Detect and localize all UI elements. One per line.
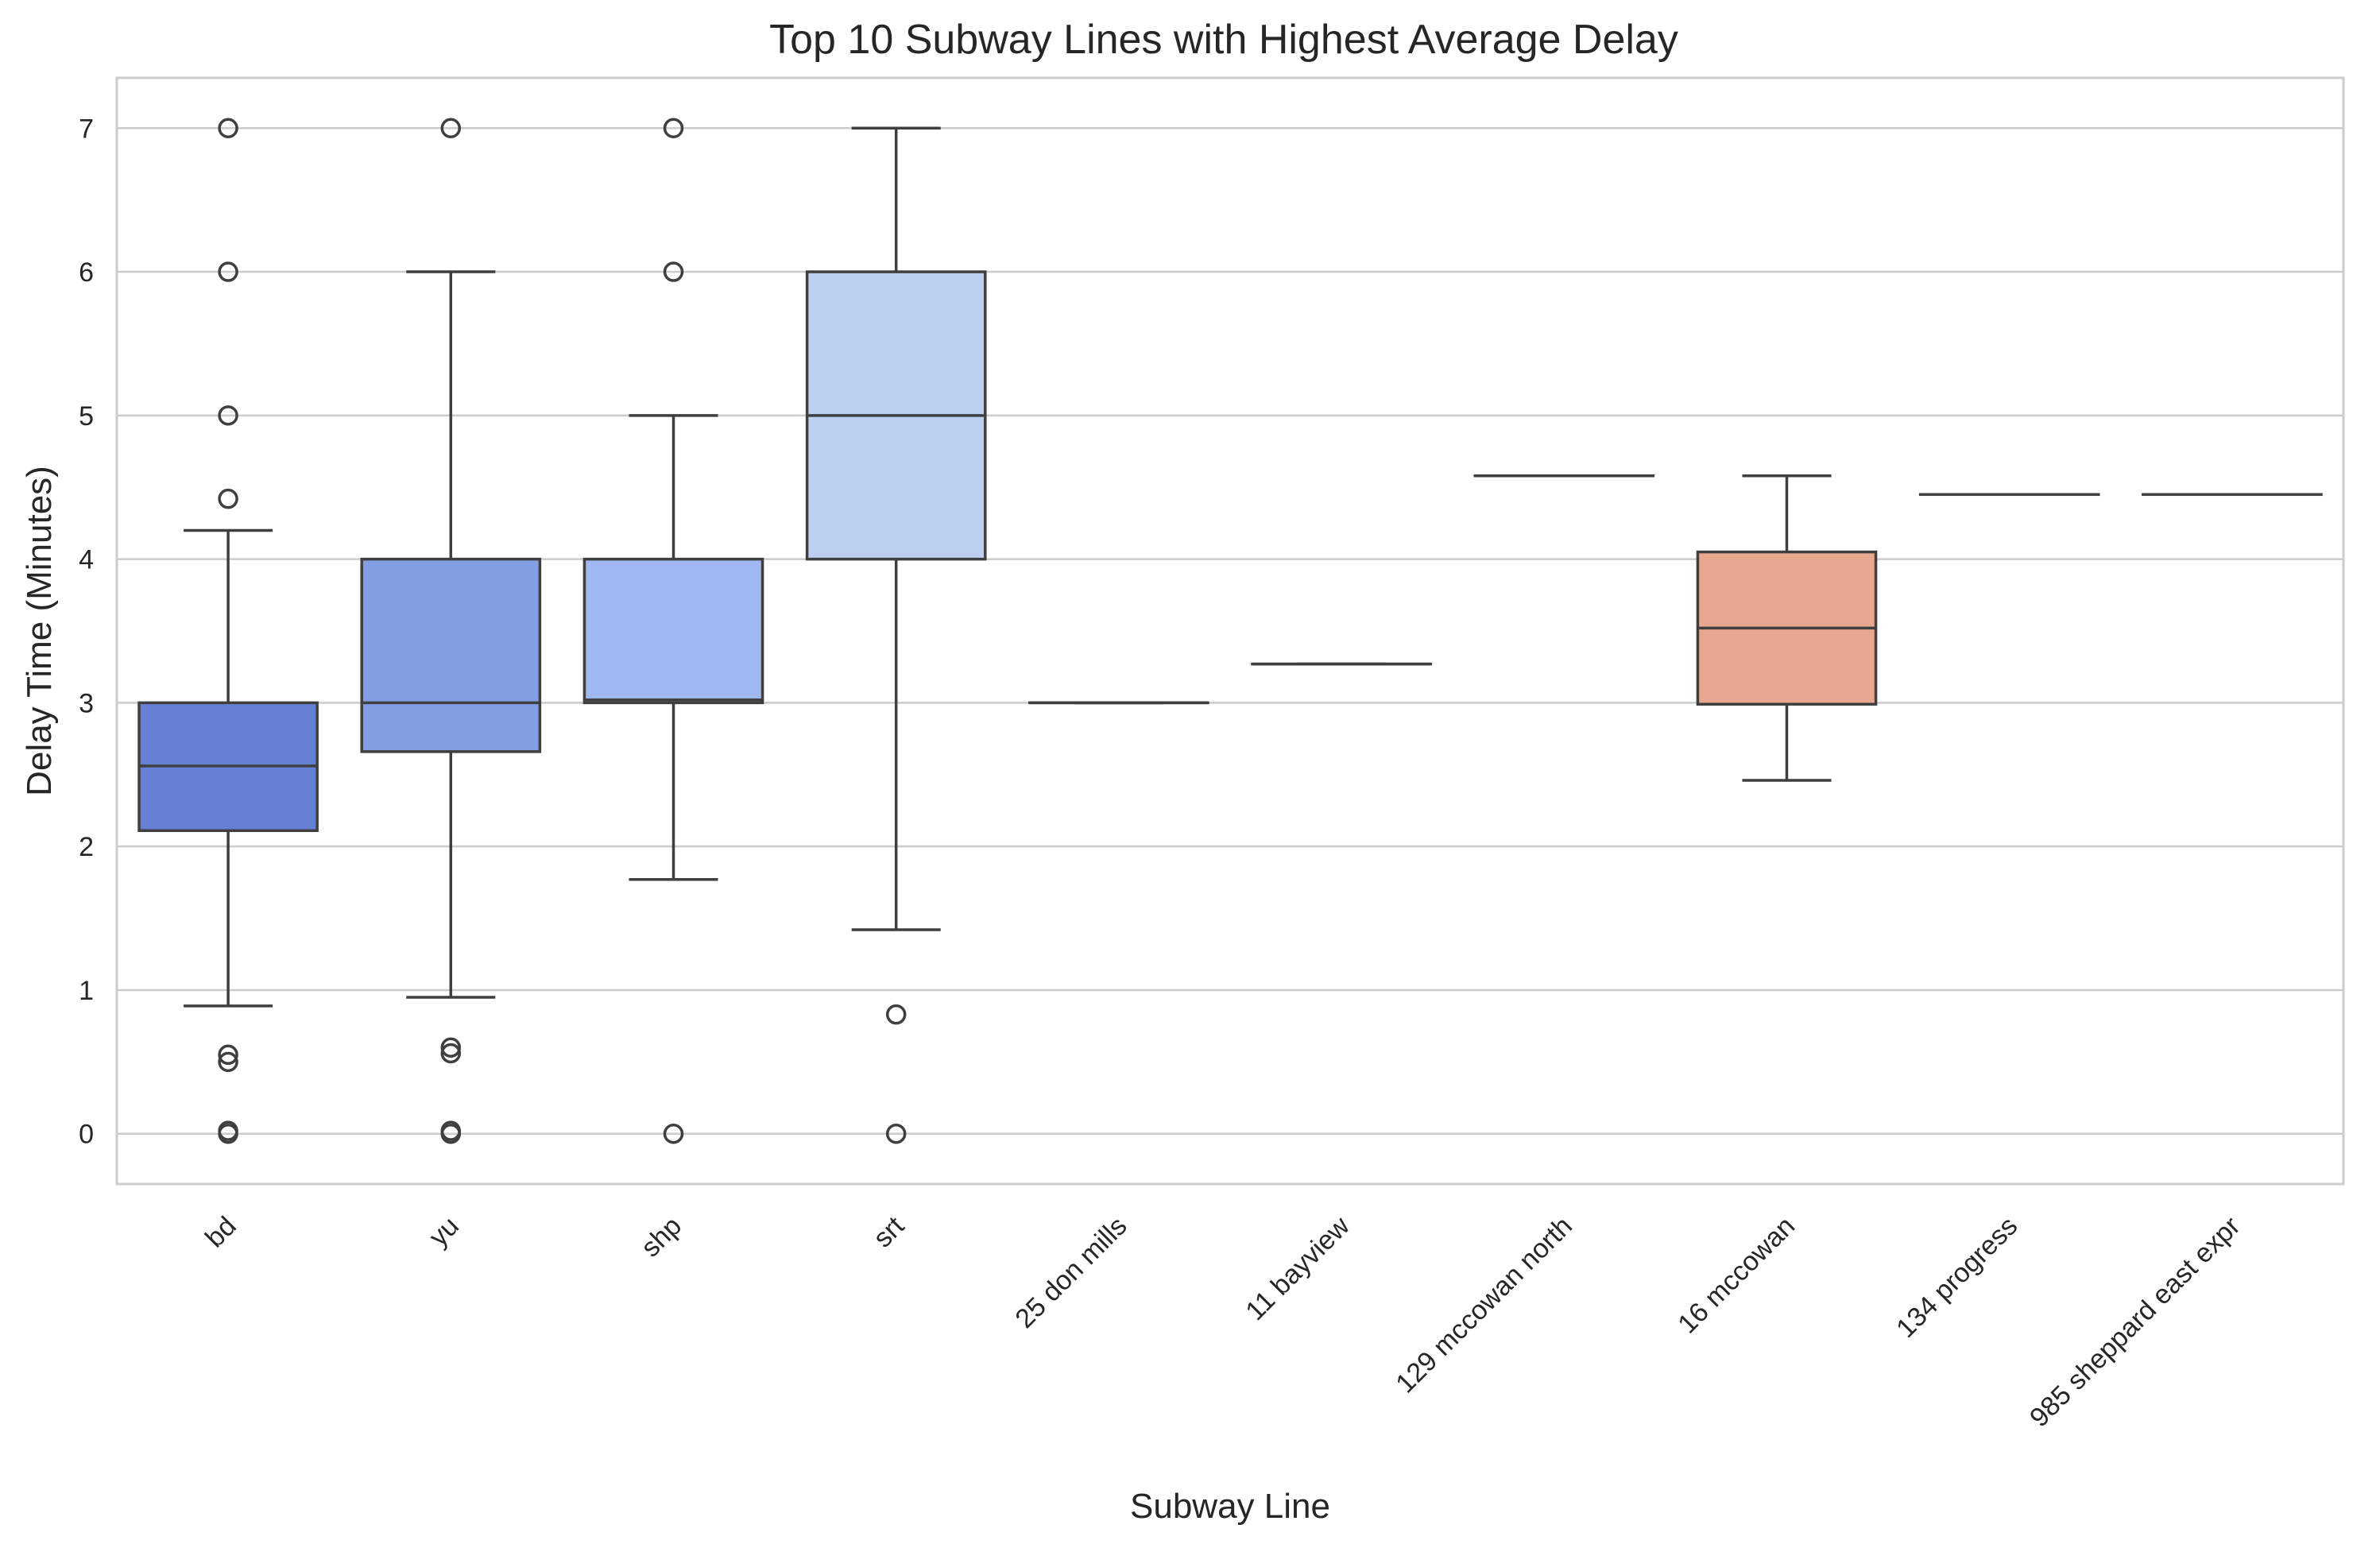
outlier-point xyxy=(440,118,462,139)
x-axis-label: Subway Line xyxy=(1130,1487,1330,1526)
x-tick-labels: bd yu shp srt 25 don mills 11 bayview 129 mcco… xyxy=(199,1210,2246,1433)
plot-frame xyxy=(115,76,2345,1186)
y-tick-label: 4 xyxy=(79,545,94,575)
y-tick-label: 3 xyxy=(79,688,94,718)
box-bd xyxy=(137,118,319,1144)
outlier-point xyxy=(218,118,238,139)
outlier-point xyxy=(218,1044,238,1066)
x-tick-label: shp xyxy=(636,1211,688,1263)
box-shp xyxy=(582,118,764,1144)
boxes xyxy=(137,118,2323,1144)
box-srt xyxy=(805,126,987,1144)
box-16-mccowan xyxy=(1696,474,1878,782)
chart-title: Top 10 Subway Lines with Highest Average… xyxy=(769,17,1678,63)
outlier-point xyxy=(218,1120,238,1141)
outlier-point xyxy=(218,261,238,282)
outlier-point xyxy=(663,118,684,139)
iqr-box xyxy=(582,557,764,705)
box-yu xyxy=(360,118,542,1144)
y-tick-label: 0 xyxy=(79,1120,94,1150)
x-tick-label: 985 sheppard east expr xyxy=(2024,1211,2246,1433)
outlier-point xyxy=(440,1037,462,1058)
outlier-point xyxy=(440,1120,462,1141)
x-tick-label: bd xyxy=(199,1211,242,1254)
x-tick-label: 129 mccowan north xyxy=(1390,1211,1578,1399)
y-tick-label: 6 xyxy=(79,257,94,288)
outlier-point xyxy=(218,488,238,509)
y-tick-label: 5 xyxy=(79,401,94,431)
outlier-point xyxy=(218,1051,238,1073)
x-tick-label: srt xyxy=(868,1210,911,1253)
outlier-point xyxy=(663,261,684,282)
iqr-box xyxy=(360,557,542,753)
y-tick-label: 2 xyxy=(79,832,94,862)
y-tick-label: 1 xyxy=(79,976,94,1006)
outlier-point xyxy=(885,1123,907,1144)
x-tick-label: 11 bayview xyxy=(1240,1210,1356,1326)
outlier-point xyxy=(218,405,238,426)
x-tick-label: 25 don mills xyxy=(1009,1211,1132,1334)
y-tick-labels: 0 1 2 3 4 5 6 7 xyxy=(79,114,94,1149)
x-tick-label: yu xyxy=(424,1211,465,1252)
outlier-point xyxy=(663,1123,684,1144)
x-tick-label: 134 progress xyxy=(1890,1211,2023,1344)
outlier-point xyxy=(440,1043,462,1064)
outlier-point xyxy=(885,1004,907,1025)
y-axis-label: Delay Time (Minutes) xyxy=(20,466,59,796)
x-tick-label: 16 mccowan xyxy=(1672,1211,1801,1340)
y-tick-label: 7 xyxy=(79,114,94,144)
